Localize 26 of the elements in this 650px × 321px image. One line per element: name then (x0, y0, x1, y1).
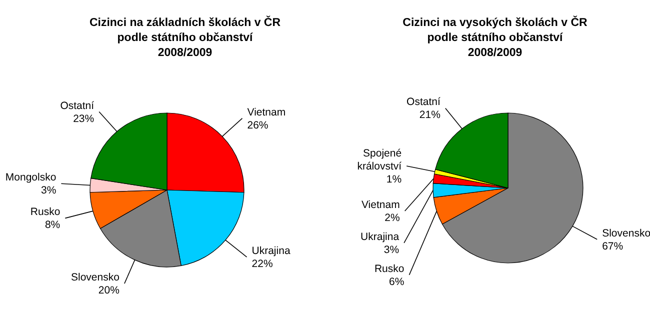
data-label: 20% (98, 284, 120, 297)
data-label: 6% (389, 276, 404, 288)
slice-label: Slovensko (602, 227, 650, 240)
slice-label: Slovensko (70, 272, 120, 284)
slice-label: Ukrajina (360, 230, 400, 243)
slice-label: Spojené království (357, 147, 402, 172)
slice-label: Ostatní (406, 96, 440, 108)
data-label: 1% (386, 173, 402, 186)
data-label: 3% (384, 244, 400, 256)
slice-label: Rusko (30, 206, 60, 218)
data-label: 67% (602, 240, 624, 252)
data-label: 21% (419, 109, 440, 122)
data-label: 2% (384, 212, 400, 224)
slice-label: Ostatní (60, 100, 94, 112)
data-label: 26% (247, 119, 268, 132)
slice-label: Ukrajina (252, 245, 290, 258)
slice-label: Vietnam (362, 198, 400, 211)
data-label: 8% (44, 219, 60, 232)
chart-title: Cizinci na vysokých školách v ČR podle státního občanství 2008/2009 (402, 15, 588, 59)
data-label: 3% (41, 184, 56, 197)
slice-label: Mongolsko (5, 172, 56, 184)
chart-title: Cizinci na základních školách v ČR podle státního občanství 2008/2009 (89, 15, 282, 59)
data-label: 22% (252, 258, 273, 270)
slice-label: Vietnam (247, 106, 286, 118)
data-label: 23% (73, 112, 94, 125)
slice-label: Rusko (374, 262, 404, 275)
